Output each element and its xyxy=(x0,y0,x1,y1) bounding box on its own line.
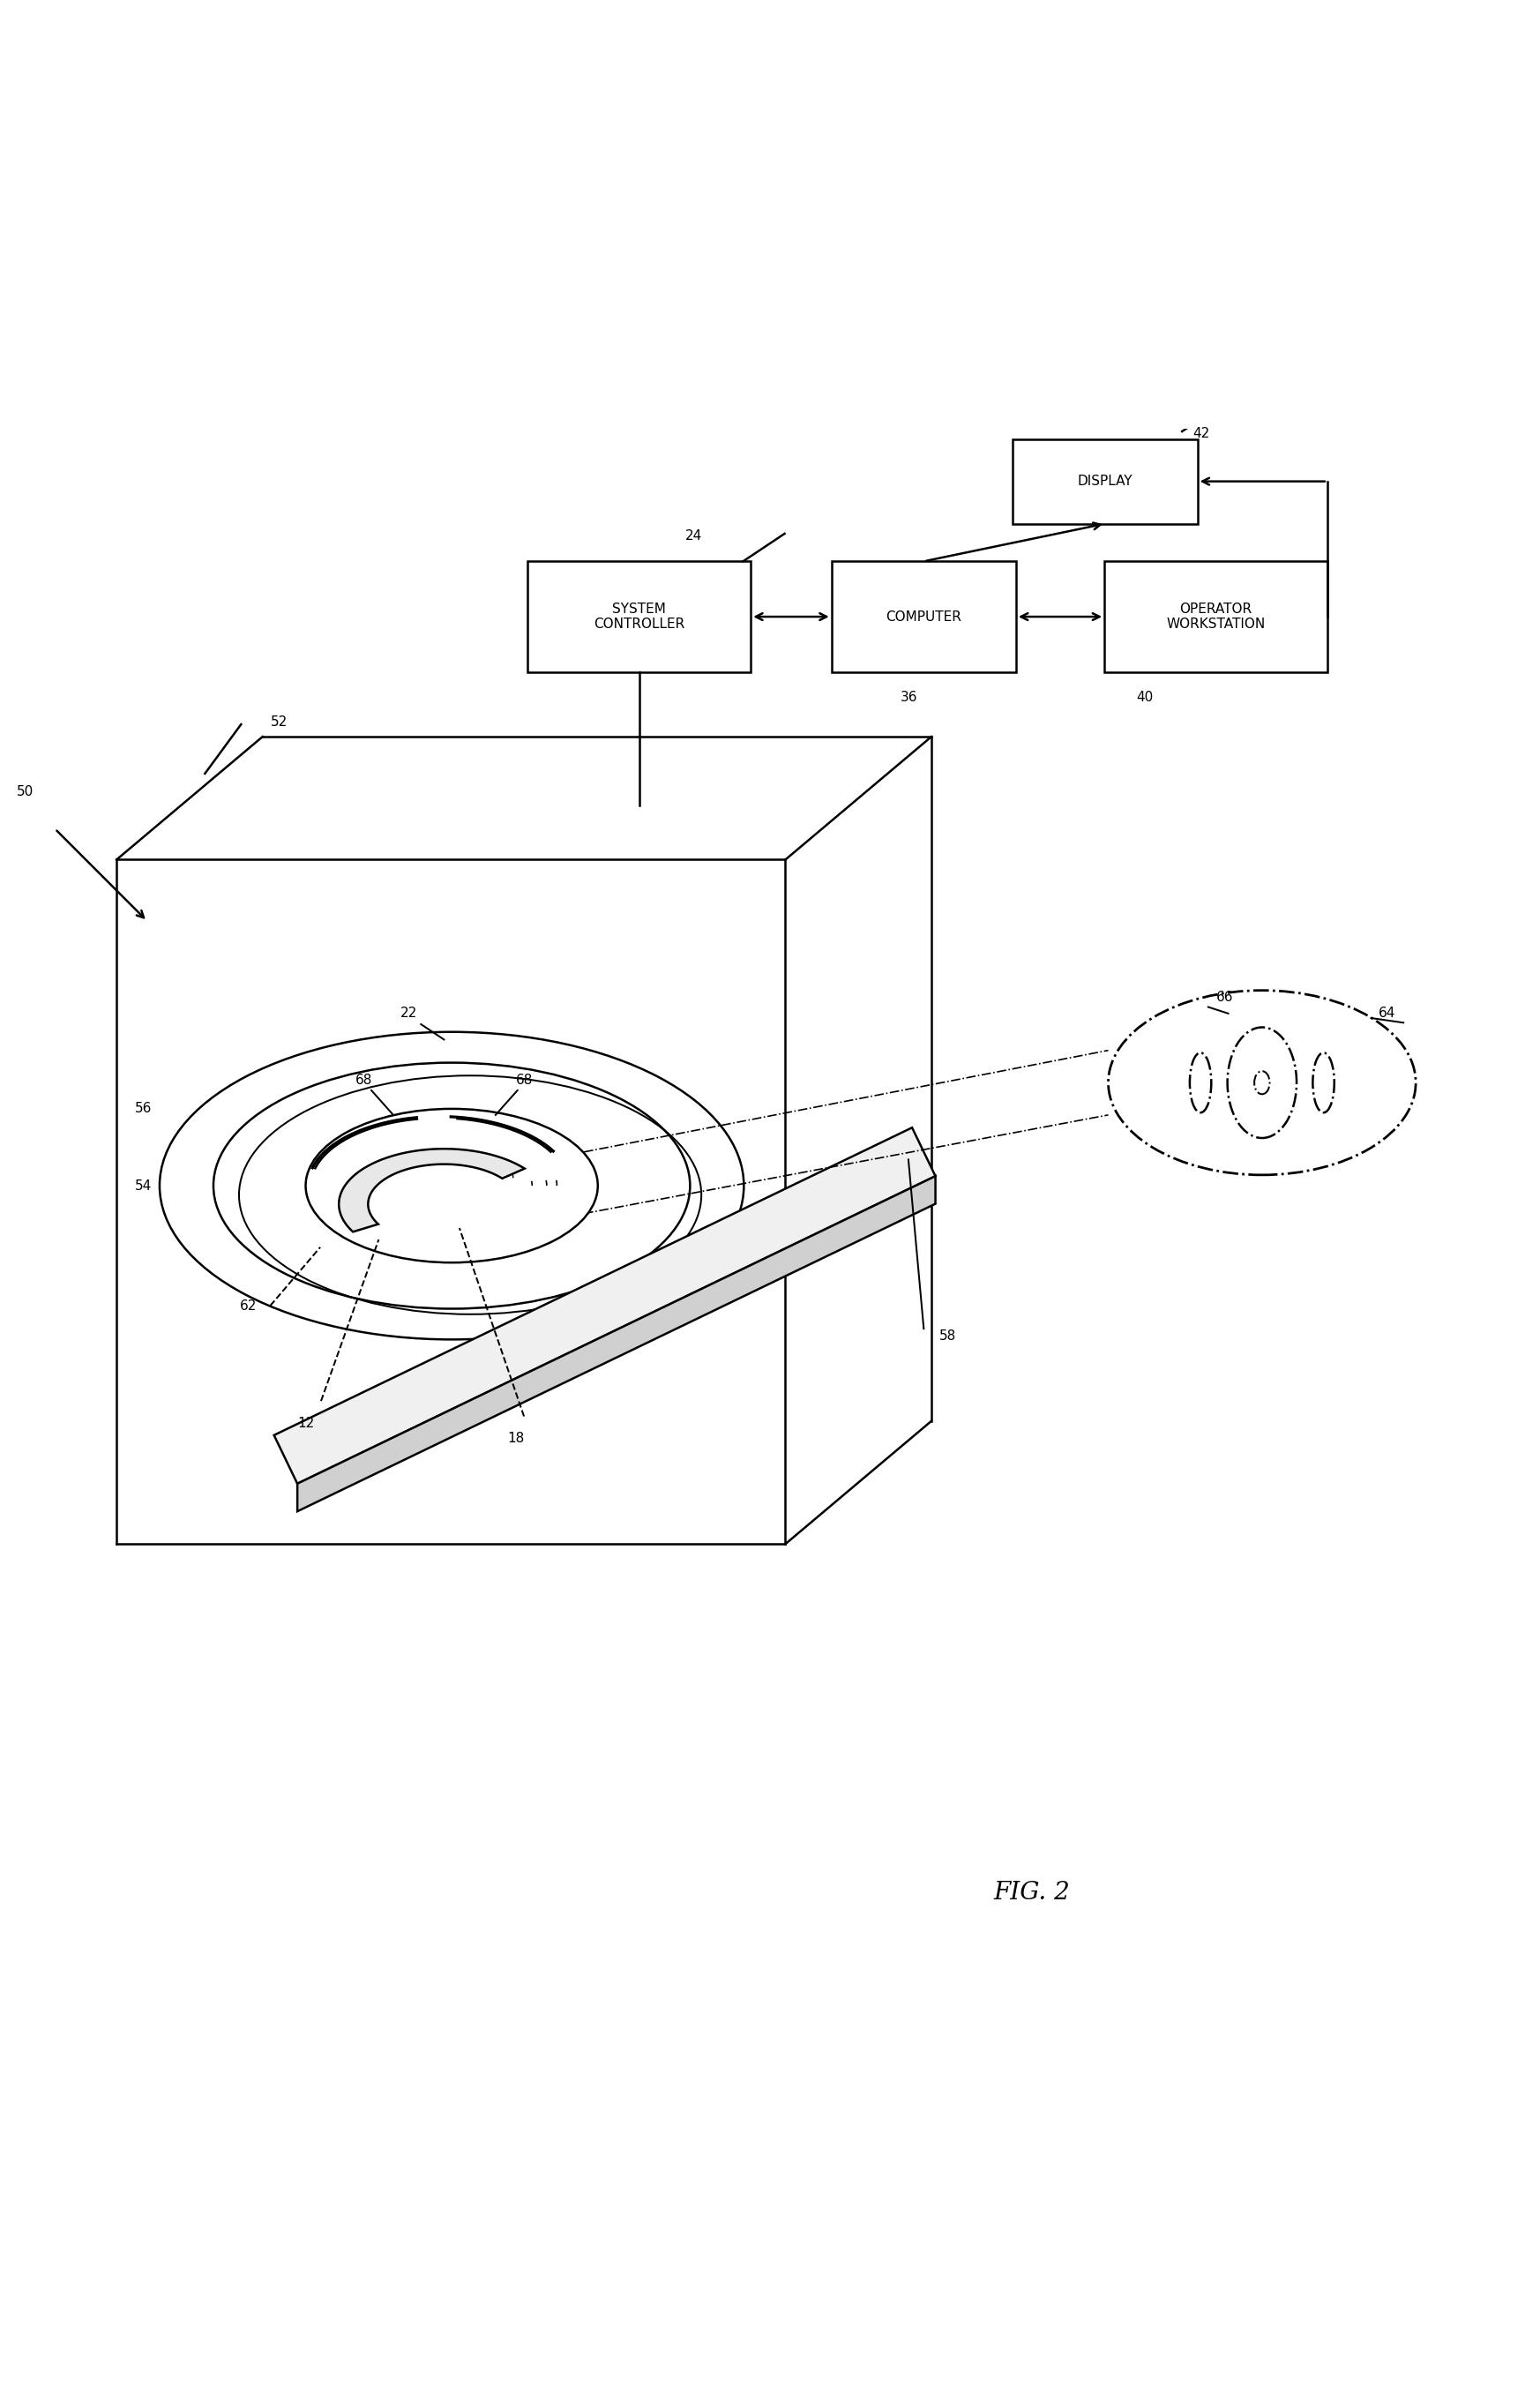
Text: 52: 52 xyxy=(271,716,288,728)
Text: DISPLAY: DISPLAY xyxy=(1078,474,1133,489)
Text: COMPUTER: COMPUTER xyxy=(885,611,961,623)
Ellipse shape xyxy=(1227,1028,1297,1138)
Text: 58: 58 xyxy=(939,1330,956,1344)
Bar xyxy=(1013,438,1198,525)
Text: 64: 64 xyxy=(1378,1006,1395,1021)
Text: FIG. 2: FIG. 2 xyxy=(993,1881,1070,1905)
Text: 50: 50 xyxy=(17,786,34,798)
Text: 66: 66 xyxy=(1217,992,1234,1004)
Bar xyxy=(1104,561,1327,671)
Ellipse shape xyxy=(160,1033,744,1339)
Text: SYSTEM
CONTROLLER: SYSTEM CONTROLLER xyxy=(594,601,685,630)
Bar xyxy=(832,561,1016,671)
Text: 56: 56 xyxy=(136,1102,152,1117)
Ellipse shape xyxy=(1190,1052,1212,1112)
Text: 62: 62 xyxy=(240,1299,257,1313)
Ellipse shape xyxy=(1312,1052,1334,1112)
Text: 42: 42 xyxy=(1194,426,1210,441)
Text: 54: 54 xyxy=(136,1179,152,1193)
Polygon shape xyxy=(297,1176,935,1512)
Ellipse shape xyxy=(305,1109,598,1263)
Text: 36: 36 xyxy=(901,690,918,704)
Text: 24: 24 xyxy=(685,530,702,544)
Polygon shape xyxy=(274,1129,935,1483)
Bar xyxy=(528,561,752,671)
Text: 40: 40 xyxy=(1137,690,1153,704)
Text: 68: 68 xyxy=(516,1073,533,1088)
Text: OPERATOR
WORKSTATION: OPERATOR WORKSTATION xyxy=(1166,601,1266,630)
Ellipse shape xyxy=(214,1064,690,1308)
Ellipse shape xyxy=(1109,990,1415,1174)
Text: 68: 68 xyxy=(356,1073,373,1088)
Ellipse shape xyxy=(1254,1071,1269,1095)
Text: 22: 22 xyxy=(400,1006,417,1021)
Text: 12: 12 xyxy=(297,1416,314,1430)
Text: 18: 18 xyxy=(508,1433,525,1445)
Polygon shape xyxy=(339,1148,525,1232)
